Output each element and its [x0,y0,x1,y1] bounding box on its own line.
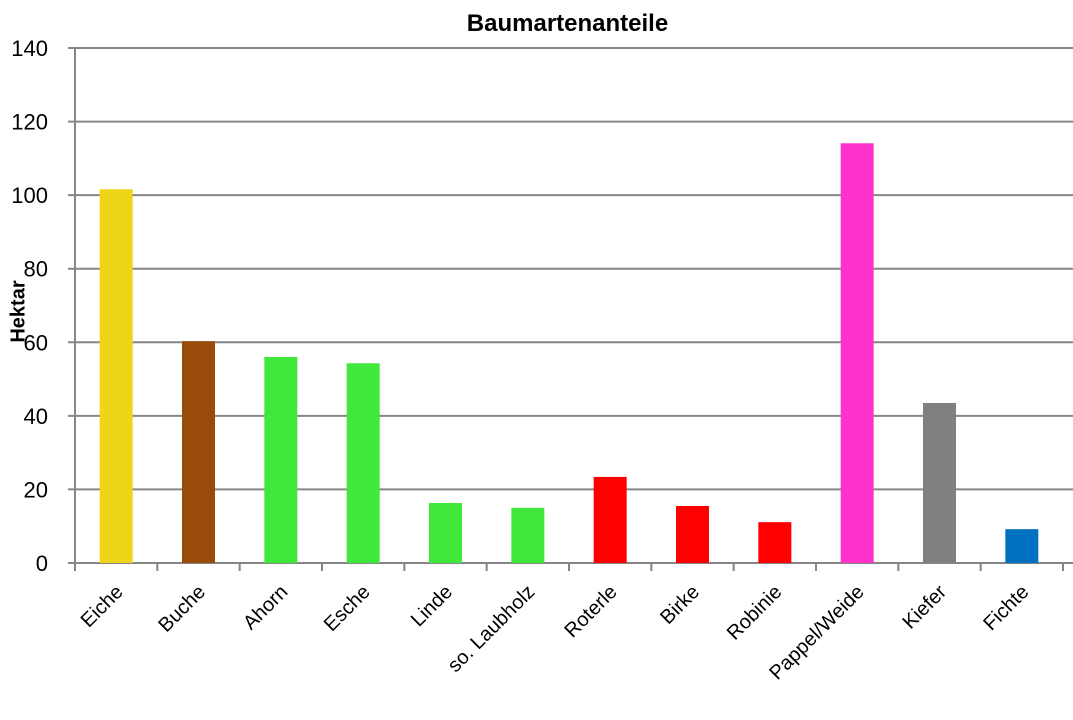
x-tick-label: Buche [154,581,210,637]
x-tick-label: Roterle [561,581,622,642]
bar-robinie [758,522,792,563]
bar-pappel-weide [840,143,874,563]
bar-so-laubholz [511,507,545,563]
x-tick-label: Ahorn [239,581,292,634]
bar-roterle [593,476,627,563]
y-tick-label: 140 [11,36,48,61]
x-tick-label: Birke [656,581,704,629]
x-tick-label: Linde [407,581,457,631]
bar-ahorn [264,357,298,563]
x-tick-label: Robinie [723,581,787,645]
bar-fichte [1005,529,1039,563]
x-tick-label: so. Laubholz [444,581,540,677]
bar-esche [346,363,380,563]
bar-linde [429,503,462,563]
y-tick-label: 100 [11,183,48,208]
y-tick-label: 60 [24,330,48,355]
chart-title: Baumartenanteile [466,10,669,37]
x-tick-label: Fichte [979,581,1033,635]
y-tick-label: 0 [36,551,48,576]
x-tick-label: Eiche [77,581,128,632]
bar-buche [182,341,215,563]
bar-birke [676,505,709,563]
x-tick-label: Esche [320,581,375,636]
bar-eiche [99,189,133,563]
x-tick-label: Kiefer [899,581,952,634]
y-tick-label: 40 [24,404,48,429]
bar-kiefer [923,402,956,563]
y-tick-label: 120 [11,110,48,135]
y-tick-label: 20 [24,477,48,502]
y-tick-label: 80 [24,257,48,282]
